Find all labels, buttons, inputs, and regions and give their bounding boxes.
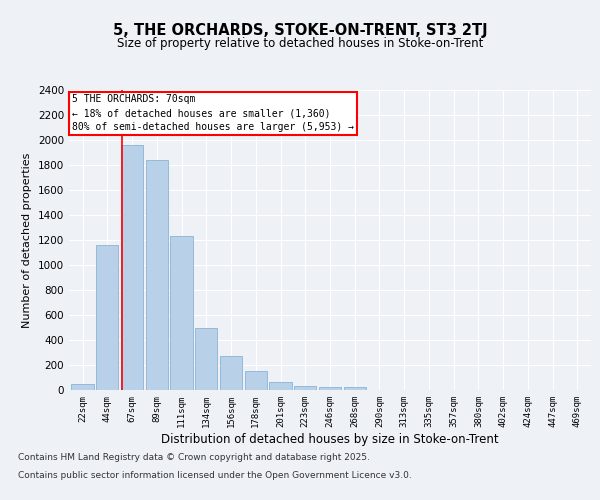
Text: Contains HM Land Registry data © Crown copyright and database right 2025.: Contains HM Land Registry data © Crown c… (18, 454, 370, 462)
Text: 5, THE ORCHARDS, STOKE-ON-TRENT, ST3 2TJ: 5, THE ORCHARDS, STOKE-ON-TRENT, ST3 2TJ (113, 22, 487, 38)
Bar (344, 387, 366, 390)
Y-axis label: Number of detached properties: Number of detached properties (22, 152, 32, 328)
Bar (170, 236, 193, 390)
Bar (294, 386, 316, 390)
Bar (195, 328, 217, 390)
Bar (146, 160, 168, 390)
Text: Size of property relative to detached houses in Stoke-on-Trent: Size of property relative to detached ho… (117, 38, 483, 51)
Text: 5 THE ORCHARDS: 70sqm
← 18% of detached houses are smaller (1,360)
80% of semi-d: 5 THE ORCHARDS: 70sqm ← 18% of detached … (71, 94, 353, 132)
Bar (220, 356, 242, 390)
Bar (319, 387, 341, 390)
Bar (71, 384, 94, 390)
Text: Contains public sector information licensed under the Open Government Licence v3: Contains public sector information licen… (18, 471, 412, 480)
X-axis label: Distribution of detached houses by size in Stoke-on-Trent: Distribution of detached houses by size … (161, 432, 499, 446)
Bar (269, 382, 292, 390)
Bar (96, 245, 118, 390)
Bar (121, 145, 143, 390)
Bar (245, 371, 267, 390)
